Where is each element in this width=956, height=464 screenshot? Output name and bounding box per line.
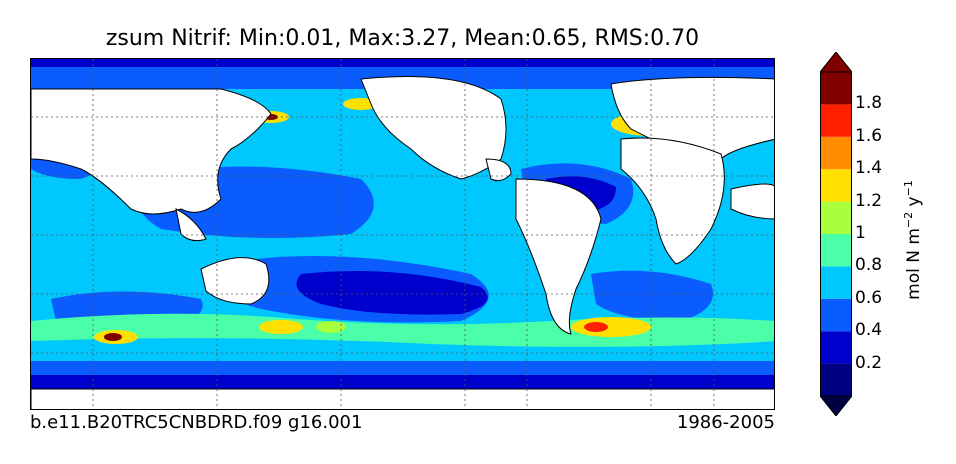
colorbar-tick-label: 0.8 — [855, 255, 883, 276]
colorbar-tick-label: 0.2 — [855, 352, 883, 373]
colorbar-tick-label: 1.4 — [855, 158, 883, 179]
south-atlantic-gyre — [591, 270, 713, 321]
land-arabia — [730, 183, 774, 220]
colorbar-swatch — [820, 363, 852, 396]
colorbar-tick-label: 0.6 — [855, 287, 883, 308]
colorbar-units: mol N m−2 y−1 — [902, 180, 924, 300]
chart-title: zsum Nitrif: Min:0.01, Max:3.27, Mean:0.… — [105, 26, 700, 51]
graticule — [31, 59, 774, 409]
colorbar-swatch — [820, 298, 852, 332]
land-asia — [31, 88, 272, 215]
hotspot-indian-core — [104, 333, 122, 341]
colorbar-tick-label: 0.4 — [855, 320, 883, 341]
colorbar-tick-label: 1.8 — [855, 93, 883, 114]
colorbar — [820, 52, 852, 416]
colorbar-tick-label: 1.2 — [855, 190, 883, 211]
colorbar-swatch — [820, 169, 852, 202]
land-se-asia — [175, 208, 207, 242]
colorbar-tick-label: 1.6 — [855, 125, 883, 146]
colorbar-tick-label: 1 — [855, 223, 866, 243]
arctic-band-deep — [31, 59, 774, 67]
south-pacific-core — [296, 270, 488, 315]
colorbar-swatch — [820, 72, 852, 105]
hotspot-tasman — [259, 320, 303, 334]
map-canvas — [31, 59, 774, 409]
hotspot-nz — [316, 321, 346, 333]
year-range: 1986-2005 — [676, 412, 775, 433]
land-antarctica — [31, 388, 774, 409]
case-name: b.e11.B20TRC5CNBDRD.f09 g16.001 — [30, 412, 363, 433]
colorbar-swatch — [820, 266, 852, 299]
land-australia — [200, 257, 270, 305]
colorbar-swatch — [820, 201, 852, 234]
land-africa — [620, 137, 725, 265]
hotspot-falkland-core — [584, 322, 608, 332]
colorbar-swatch — [820, 136, 852, 170]
land-central-america — [485, 158, 512, 182]
colorbar-extend-max — [820, 52, 852, 73]
colorbar-swatch — [820, 234, 852, 267]
world-map — [30, 58, 775, 410]
colorbar-swatch — [820, 104, 852, 137]
colorbar-frame — [820, 71, 852, 397]
colorbar-swatch — [820, 331, 852, 364]
hotspot-falkland — [571, 317, 651, 337]
colorbar-extend-min — [820, 395, 852, 416]
land-south-america — [515, 178, 602, 335]
